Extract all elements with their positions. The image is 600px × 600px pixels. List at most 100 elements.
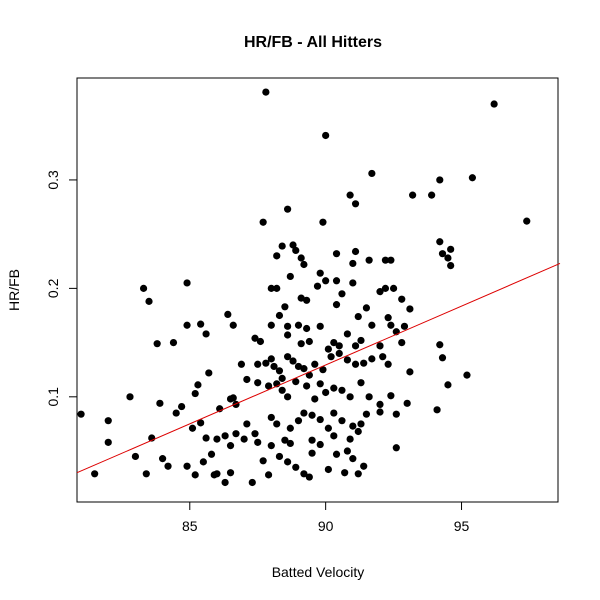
data-point (183, 321, 191, 329)
data-point (213, 435, 221, 443)
data-point (188, 424, 197, 432)
data-point (183, 279, 191, 287)
data-point (379, 353, 387, 361)
data-point (199, 458, 207, 466)
data-point (346, 393, 354, 401)
data-point (343, 330, 351, 338)
data-point (202, 330, 210, 338)
data-point (104, 438, 112, 446)
data-point (278, 386, 286, 394)
data-point (267, 413, 275, 422)
data-point (409, 191, 417, 199)
data-point (210, 471, 218, 479)
data-point (172, 409, 180, 417)
data-point (311, 395, 319, 403)
data-point (292, 463, 300, 471)
data-point (330, 409, 338, 417)
data-point (297, 340, 305, 348)
data-point (297, 254, 305, 262)
data-point (330, 384, 338, 392)
data-point (392, 410, 400, 418)
y-tick-label: 0.3 (45, 170, 61, 190)
data-point (286, 272, 294, 281)
x-tick-label: 90 (318, 518, 334, 534)
data-point (354, 470, 362, 478)
data-point (354, 427, 362, 436)
data-point (292, 246, 300, 255)
plot-frame (76, 77, 559, 503)
data-point (365, 393, 373, 401)
data-point (438, 354, 447, 362)
data-point (267, 284, 275, 292)
data-point (275, 452, 284, 461)
y-axis-label: HR/FB (6, 269, 22, 311)
data-point (490, 100, 498, 108)
data-point (322, 388, 330, 397)
data-point (316, 440, 324, 449)
data-point (243, 420, 251, 428)
data-point (376, 400, 384, 409)
data-point (387, 256, 395, 264)
data-point (357, 379, 365, 387)
data-point (91, 470, 99, 478)
data-point (278, 242, 286, 250)
data-point (327, 353, 335, 361)
data-point (273, 284, 281, 292)
regression-line (76, 262, 561, 474)
data-point (270, 362, 278, 371)
data-point (308, 411, 316, 419)
data-point (398, 338, 406, 347)
data-point (362, 304, 371, 312)
data-point (289, 357, 297, 365)
data-point (259, 218, 267, 226)
data-point (284, 353, 292, 361)
data-point (444, 381, 452, 389)
data-point (294, 362, 303, 371)
y-tick-label: 0.1 (45, 387, 61, 407)
data-point (300, 365, 308, 373)
data-point (406, 368, 414, 376)
data-point (389, 284, 398, 292)
data-point (447, 245, 455, 253)
data-point (387, 392, 395, 400)
y-tick-label: 0.2 (45, 278, 61, 298)
data-point (156, 399, 164, 407)
data-point (349, 259, 357, 268)
data-point (207, 450, 216, 458)
data-point (284, 458, 292, 466)
data-point (322, 277, 330, 285)
data-point (300, 409, 308, 417)
data-point (351, 247, 360, 256)
data-point (191, 389, 199, 398)
data-points (77, 88, 531, 487)
data-point (351, 342, 360, 350)
data-point (104, 417, 112, 425)
data-point (229, 394, 237, 402)
data-point (164, 462, 172, 470)
data-point (300, 260, 308, 269)
data-point (273, 420, 281, 428)
data-point (438, 250, 447, 258)
data-point (273, 252, 281, 260)
data-point (159, 455, 167, 463)
data-point (406, 305, 414, 313)
data-point (376, 342, 384, 350)
data-point (376, 408, 384, 416)
data-point (300, 470, 308, 478)
data-point (324, 345, 332, 353)
data-point (131, 452, 140, 461)
chart-title: HR/FB - All Hitters (244, 34, 382, 51)
data-point (436, 238, 444, 246)
data-point (262, 88, 270, 96)
data-point (145, 297, 153, 305)
data-point (436, 341, 444, 349)
x-axis-label: Batted Velocity (272, 564, 365, 580)
y-axis: 0.1 0.2 0.3 (45, 170, 77, 407)
data-point (262, 359, 270, 367)
data-point (254, 360, 262, 368)
data-point (324, 424, 332, 432)
data-point (275, 367, 284, 375)
data-point (346, 191, 354, 199)
data-point (360, 359, 368, 367)
